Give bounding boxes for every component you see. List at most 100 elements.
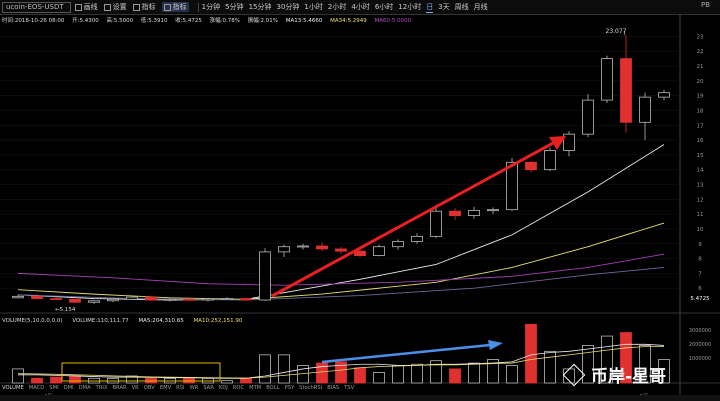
period-12h[interactable]: 12小时 [398,3,422,11]
price-tick-label: 13 [697,183,704,189]
symbol-selector[interactable]: ucoin-EOS-USDT [2,1,71,13]
info-low: 低:5.3910 [140,18,168,24]
price-tick-label: 23 [697,34,704,40]
trend-arrow-blue-head [488,340,503,350]
candle-body [107,298,119,302]
period-5m[interactable]: 5分钟 [225,3,244,11]
candle-body [88,300,100,303]
info-open: 开:5.4300 [72,18,99,24]
price-tick-label: 17 [697,123,704,129]
indicator-tab-obv[interactable]: OBV [143,385,155,391]
info-amp: 振幅:2.01% [247,18,279,24]
indicator-tab-tsv[interactable]: TSV [344,385,355,391]
chart-icon [132,3,140,11]
candle-body [126,296,138,300]
volume-bar [487,359,499,384]
volume-bar [620,332,632,384]
candle-body [411,235,423,242]
volume-bar [69,375,81,384]
period-1h[interactable]: 1小时 [304,3,323,11]
info-change: 涨幅:0.78% [209,18,240,24]
period-1d[interactable]: 日 [426,2,434,13]
candle-body [278,246,290,253]
period-3d[interactable]: 3天 [438,3,450,11]
indicator-tab-volume[interactable]: VOLUME [2,385,24,391]
volume-bar [468,362,480,384]
indicator-active-button[interactable]: 指标 [161,2,189,12]
volume-bar [221,380,233,384]
indicator-tab-boll[interactable]: BOLL [266,385,280,391]
volume-bar [658,359,670,384]
indicator-tab-smi[interactable]: SMI [49,385,59,391]
indicator-tab-trix[interactable]: TRIX [95,385,108,391]
price-tick-label: 7 [698,271,702,277]
indicator-tab-psy[interactable]: PSY [284,385,295,391]
indicator-button[interactable]: 指标 [132,2,156,12]
draw-tool-button[interactable]: 画线 [74,2,98,12]
indicator-tab-dmi[interactable]: DMI [63,385,74,391]
candle-body [639,96,651,123]
price-tick-label: 15 [697,153,704,159]
config-button[interactable]: PB [700,1,710,9]
price-tick-label: 10 [697,227,704,233]
info-ma34: MA34:5.2949 [330,18,367,24]
info-close: 收:5.4725 [175,18,202,24]
indicator-tab-dma[interactable]: DMA [78,385,91,391]
indicator-tab-brar[interactable]: BRAR [112,385,127,391]
info-ma13: MA13:5.4660 [285,18,323,24]
period-30m[interactable]: 30分钟 [276,3,300,11]
volume-bar [449,368,461,384]
indicator-tab-vr[interactable]: VR [131,385,139,391]
chart-icon [163,3,171,11]
indicator-tabs: VOLUME MACD SMI DMI DMA TRIX BRAR VR OBV EMV RSI WR… [2,385,359,393]
indicator-tab-wr[interactable]: WR [189,385,199,391]
period-15m[interactable]: 15分钟 [248,3,272,11]
volume-value: VOLUME:110,111.77 [72,318,129,324]
indicator-tab-emv[interactable]: EMV [159,385,172,391]
price-tick-label: 5.4725 [690,296,710,302]
candle-body [221,298,233,300]
volume-tick-label: 2000000 [689,342,711,348]
volume-bar [31,377,43,384]
settings-button[interactable]: 设置 [103,2,127,12]
info-ma-purple: MA60:5.0000 [374,18,412,24]
volume-bar [335,361,347,384]
indicator-tab-roc[interactable]: ROC [232,385,245,391]
indicator-tab-macd[interactable]: MACD [28,385,45,391]
indicator-tab-rsi[interactable]: RSI [176,385,185,391]
indicator-tab-mtm[interactable]: MTM [249,385,262,391]
candle-body [392,241,404,248]
period-4h[interactable]: 4小时 [351,3,370,11]
volume-bar [563,368,575,384]
candle-body [297,245,309,248]
period-week[interactable]: 周线 [454,3,469,11]
volume-bar [430,360,442,384]
candle-body [12,295,24,299]
volume-bar [240,377,252,384]
indicator-tab-bias[interactable]: BIAS [327,385,340,391]
volume-bar [12,368,24,384]
ma34-line [17,222,665,300]
high-annotation: 23.077 [606,28,627,35]
divider [197,2,199,12]
period-6h[interactable]: 6小时 [374,3,394,11]
volume-title: VOLUME(5,10,0,0,0,0) [2,318,63,324]
price-tick-label: 21 [697,64,704,70]
indicator-tab-sar[interactable]: SAR [203,385,214,391]
candle-body [164,298,176,301]
period-1m[interactable]: 1分钟 [201,3,221,11]
candle-body [430,210,442,237]
period-month[interactable]: 月线 [473,3,488,11]
high-pointer [623,31,626,36]
volume-tick-label: 3000000 [689,328,711,334]
period-2h[interactable]: 2小时 [327,3,347,11]
chart-scrollbar[interactable] [0,395,720,401]
volume-ma10-line [17,346,664,379]
indicator-tab-stochrsi[interactable]: StochRSI [299,385,323,391]
trend-arrow-red [271,140,556,298]
indicator-tab-kdj[interactable]: KDJ [218,385,228,391]
volume-bar [354,367,366,384]
exchange-logo-icon [562,363,586,386]
volume-bar [259,354,271,384]
